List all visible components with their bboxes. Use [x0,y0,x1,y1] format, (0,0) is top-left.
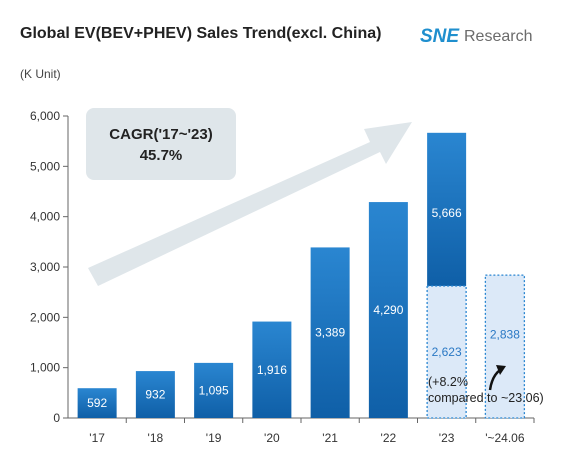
axis-layer: 0 1,000 2,000 3,000 4,000 5,000 6,000 '17 '18 '19… [30,109,535,445]
annotation-line1: (+8.2% [428,375,468,389]
bar-value-label: 592 [87,396,107,410]
bar [427,132,467,286]
x-tick-label: '20 [264,431,280,445]
x-tick-label: '22 [381,431,397,445]
curved-arrow-icon [488,365,506,391]
y-tick-label: 2,000 [30,310,60,324]
bar-value-label: 5,666 [432,206,462,220]
bar [77,388,117,418]
bar [310,247,350,418]
logo-mark: SNE [420,26,460,47]
bar-value-label: 1,095 [199,383,229,397]
cagr-label: CAGR('17~'23) [109,126,212,143]
x-tick-label: '~24.06 [485,431,525,445]
bar-value-label: 3,389 [315,326,345,340]
unit-label: (K Unit) [20,67,61,81]
logo: SNE Research [420,26,532,47]
chart-title: Global EV(BEV+PHEV) Sales Trend(excl. Ch… [20,25,381,42]
y-tick-label: 6,000 [30,109,60,123]
y-tick-label: 0 [53,411,60,425]
y-tick-label: 5,000 [30,159,60,173]
bar-value-label: 932 [145,388,165,402]
y-tick-label: 1,000 [30,361,60,375]
cagr-box: CAGR('17~'23) 45.7% [86,108,236,180]
bar-partial-label: 2,623 [432,345,462,359]
bar [135,371,175,418]
x-tick-label: '17 [89,431,105,445]
growth-annotation: (+8.2% compared to ~23.06) [428,365,544,405]
x-tick-label: '21 [322,431,338,445]
trend-arrow-icon [88,122,412,286]
bar-value-label: 4,290 [373,303,403,317]
y-tick-label: 3,000 [30,260,60,274]
bar-partial-year [484,274,526,419]
cagr-value: 45.7% [140,147,183,164]
bar-comparison-segment [426,285,467,419]
bar-value-label: 2,838 [490,328,520,342]
annotation-line2: compared to ~23.06) [428,391,544,405]
x-tick-label: '23 [439,431,455,445]
x-tick-label: '18 [148,431,164,445]
bar [194,362,234,418]
bar-value-label: 1,916 [257,363,287,377]
logo-text: Research [464,28,532,45]
y-tick-label: 4,000 [30,210,60,224]
bar-layer: 592 932 1,095 1,916 3,389 4,290 5,666 2,623 2,83… [77,132,526,419]
x-tick-label: '19 [206,431,222,445]
bar [252,321,292,418]
bar [368,202,408,418]
